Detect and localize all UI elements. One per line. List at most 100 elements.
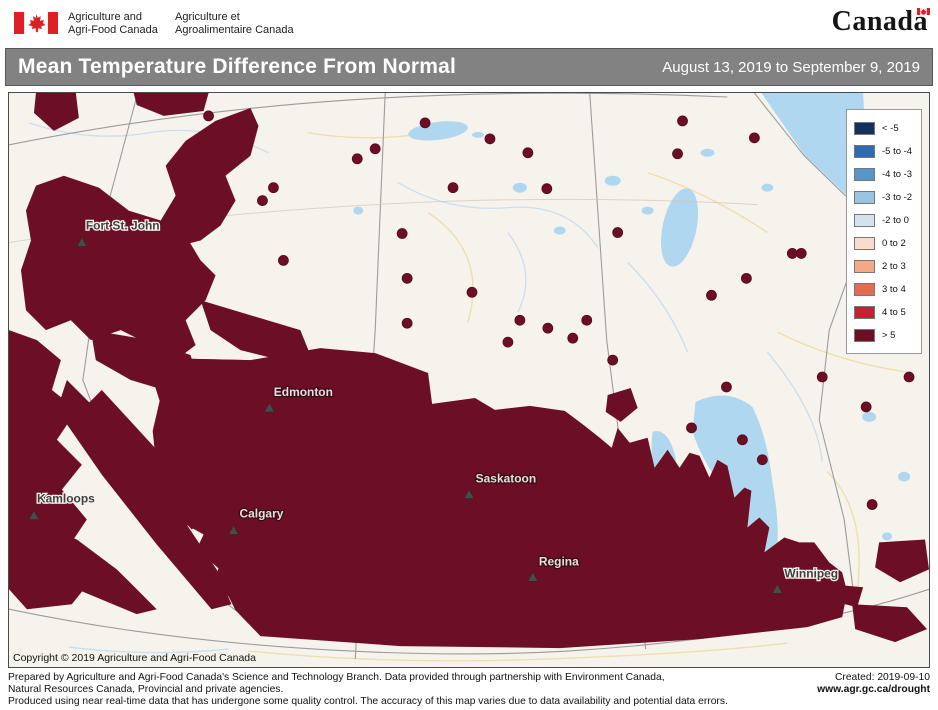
wordmark-flag-icon xyxy=(917,8,930,15)
road-lines xyxy=(248,132,908,662)
station-dot xyxy=(567,332,579,344)
station-dot xyxy=(401,317,413,329)
department-name-english: Agriculture and Agri-Food Canada xyxy=(68,11,158,36)
station-dot xyxy=(278,255,289,266)
station-dot xyxy=(756,454,768,466)
city-label: Winnipeg xyxy=(784,566,838,580)
station-dot xyxy=(257,195,268,207)
created-date: Created: 2019-09-10 xyxy=(834,672,930,683)
page-title: Mean Temperature Difference From Normal xyxy=(18,55,457,78)
city-label: Edmonton xyxy=(274,385,333,399)
legend-swatch xyxy=(854,260,875,273)
station-dot xyxy=(721,381,732,393)
legend-item-label: 3 to 4 xyxy=(882,284,906,295)
canada-flag-icon xyxy=(14,12,58,34)
federal-header: Agriculture and Agri-Food Canada Agricul… xyxy=(0,0,938,48)
city-triangle-marker xyxy=(76,236,88,247)
station-dot xyxy=(748,132,760,144)
city-triangle-marker xyxy=(263,402,275,413)
station-dot xyxy=(816,371,828,383)
city-label: Kamloops xyxy=(37,492,95,506)
legend-item-label: -4 to -3 xyxy=(882,169,913,180)
map-canvas: Fort St. John Edmonton Kamloops Calgary Sask… xyxy=(8,92,930,668)
department-name-french: Agriculture et Agroalimentaire Canada xyxy=(175,11,294,36)
station-dot xyxy=(542,322,554,334)
station-dot xyxy=(351,153,363,165)
legend-item: -5 to -4 xyxy=(854,140,915,163)
canada-wordmark: Canada xyxy=(831,6,930,37)
legend-item-label: -5 to -4 xyxy=(882,146,913,157)
legend-item: -4 to -3 xyxy=(854,163,915,186)
legend-item: 0 to 2 xyxy=(854,232,915,255)
station-dot xyxy=(672,148,683,160)
city-triangle-marker xyxy=(28,509,40,520)
station-dot xyxy=(484,133,496,145)
station-dot xyxy=(419,117,431,129)
legend-item-label: 2 to 3 xyxy=(882,261,906,272)
basemap-svg: Fort St. John Edmonton Kamloops Calgary Sask… xyxy=(9,93,929,667)
station-dot xyxy=(514,314,526,326)
station-dot xyxy=(268,182,279,194)
legend-item: 2 to 3 xyxy=(854,255,915,278)
city-triangle-marker xyxy=(771,583,783,594)
station-dot xyxy=(677,115,688,127)
map-copyright: Copyright © 2019 Agriculture and Agri-Fo… xyxy=(13,652,256,664)
anomaly-regions xyxy=(9,93,929,649)
station-dot xyxy=(795,248,807,259)
legend-item: 4 to 5 xyxy=(854,301,915,324)
legend-item: > 5 xyxy=(854,324,915,347)
station-dot xyxy=(466,286,478,298)
station-dot xyxy=(607,354,619,366)
legend-item-label: -3 to -2 xyxy=(882,192,913,203)
station-dot xyxy=(737,434,748,446)
legend-swatch xyxy=(854,191,875,204)
legend-item-label: -2 to 0 xyxy=(882,215,909,226)
station-dot xyxy=(741,272,752,284)
legend-swatch xyxy=(854,122,875,135)
station-dot xyxy=(522,147,534,159)
date-range: August 13, 2019 to September 9, 2019 xyxy=(662,58,920,76)
station-dot xyxy=(581,314,593,326)
legend-swatch xyxy=(854,237,875,250)
city-markers: Fort St. John Edmonton Kamloops Calgary Sask… xyxy=(28,217,839,594)
station-dot xyxy=(686,422,697,434)
legend-item-label: < -5 xyxy=(882,123,899,134)
legend-swatch xyxy=(854,145,875,158)
legend-item-label: 0 to 2 xyxy=(882,238,906,249)
legend-item: 3 to 4 xyxy=(854,278,915,301)
station-dots xyxy=(203,110,920,510)
station-dot xyxy=(396,228,408,239)
city-label: Calgary xyxy=(240,507,284,521)
city-triangle-marker xyxy=(527,571,539,582)
station-dot xyxy=(866,499,878,510)
station-dot xyxy=(612,227,624,238)
station-dot xyxy=(903,371,915,383)
city-label: Fort St. John xyxy=(86,219,160,233)
station-dot xyxy=(369,143,381,155)
footer: Prepared by Agriculture and Agri-Food Ca… xyxy=(8,672,930,710)
station-dot xyxy=(706,289,717,301)
legend-item: < -5 xyxy=(854,117,915,140)
station-dot xyxy=(860,401,872,413)
city-label: Regina xyxy=(539,554,579,568)
station-dot xyxy=(203,110,214,122)
drought-url: www.agr.gc.ca/drought xyxy=(817,684,930,695)
legend-item-label: 4 to 5 xyxy=(882,307,906,318)
title-bar: Mean Temperature Difference From Normal … xyxy=(5,48,933,86)
station-dot xyxy=(401,272,413,284)
city-triangle-marker xyxy=(463,489,475,499)
legend-item: -3 to -2 xyxy=(854,186,915,209)
station-dot xyxy=(502,336,514,348)
footer-attribution: Prepared by Agriculture and Agri-Food Ca… xyxy=(8,672,728,707)
station-dot xyxy=(786,248,798,259)
legend: < -5 -5 to -4 -4 to -3 -3 to -2 -2 to 0 0 to … xyxy=(846,109,922,354)
legend-swatch xyxy=(854,329,875,342)
city-triangle-marker xyxy=(228,524,240,535)
station-dot xyxy=(447,182,459,194)
legend-swatch xyxy=(854,283,875,296)
legend-swatch xyxy=(854,214,875,227)
legend-item: -2 to 0 xyxy=(854,209,915,232)
city-label: Saskatoon xyxy=(476,472,536,486)
legend-item-label: > 5 xyxy=(882,330,896,341)
